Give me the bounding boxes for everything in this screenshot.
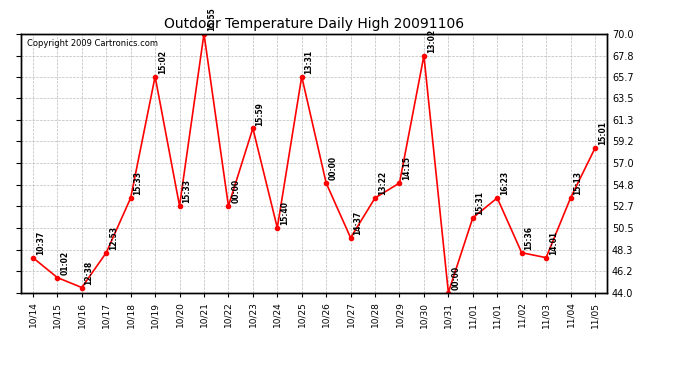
Text: 15:02: 15:02 xyxy=(158,50,167,74)
Text: 16:23: 16:23 xyxy=(500,171,509,195)
Text: 15:33: 15:33 xyxy=(133,171,142,195)
Text: 15:01: 15:01 xyxy=(598,122,607,146)
Text: 13:22: 13:22 xyxy=(378,171,387,195)
Text: 00:00: 00:00 xyxy=(451,266,460,290)
Text: 00:00: 00:00 xyxy=(329,156,338,180)
Text: 15:33: 15:33 xyxy=(182,179,191,203)
Text: 14:37: 14:37 xyxy=(353,211,362,235)
Text: 12:53: 12:53 xyxy=(109,226,118,250)
Text: 00:00: 00:00 xyxy=(231,179,240,203)
Text: 01:02: 01:02 xyxy=(60,251,69,275)
Text: Copyright 2009 Cartronics.com: Copyright 2009 Cartronics.com xyxy=(26,39,157,48)
Text: 15:13: 15:13 xyxy=(573,171,582,195)
Title: Outdoor Temperature Daily High 20091106: Outdoor Temperature Daily High 20091106 xyxy=(164,17,464,31)
Text: 13:02: 13:02 xyxy=(426,29,435,53)
Text: 15:55: 15:55 xyxy=(207,7,216,31)
Text: 12:38: 12:38 xyxy=(85,261,94,285)
Text: 14:01: 14:01 xyxy=(549,231,558,255)
Text: 15:59: 15:59 xyxy=(255,102,265,126)
Text: 15:31: 15:31 xyxy=(475,191,484,215)
Text: 15:40: 15:40 xyxy=(280,201,289,225)
Text: 10:37: 10:37 xyxy=(36,231,45,255)
Text: 15:36: 15:36 xyxy=(524,226,533,250)
Text: 13:31: 13:31 xyxy=(304,50,313,74)
Text: 14:15: 14:15 xyxy=(402,156,411,180)
